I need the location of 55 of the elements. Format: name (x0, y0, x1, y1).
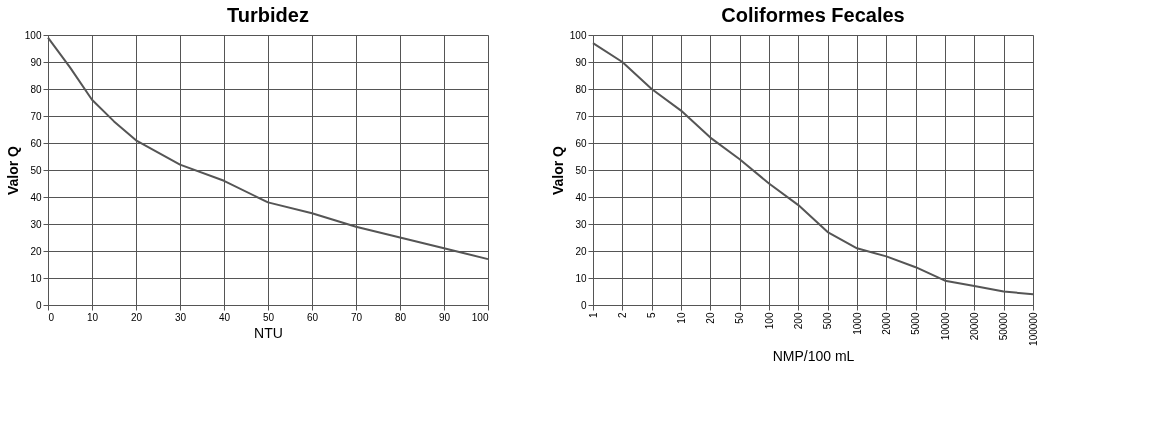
x-tick-label: 1000 (851, 312, 863, 335)
x-tick-label: 20000 (968, 312, 980, 341)
x-tick-label: 40 (218, 311, 231, 323)
x-tick-label: 2000 (880, 312, 892, 335)
y-tick-label: 90 (30, 56, 42, 68)
y-tick-label: 30 (30, 218, 42, 230)
y-axis-title: Valor Q (549, 145, 566, 196)
x-tick-label: 70 (350, 311, 363, 323)
y-tick-label: 20 (30, 245, 42, 257)
x-tick-label: 1 (587, 312, 599, 319)
x-tick-label: 90 (438, 311, 451, 323)
x-tick-label: 200 (792, 312, 804, 330)
y-tick-label: 70 (575, 110, 587, 122)
x-axis-title: NTU (254, 324, 283, 341)
x-tick-label: 100000 (1027, 312, 1039, 346)
y-tick-label: 30 (575, 218, 587, 230)
chart-title: Turbidez (227, 4, 309, 26)
x-tick-label: 10 (86, 311, 99, 323)
x-tick-label: 30 (174, 311, 187, 323)
x-tick-label: 60 (306, 311, 319, 323)
x-tick-label: 2 (616, 312, 628, 319)
x-tick-label: 5 (646, 312, 658, 319)
x-tick-label: 20 (704, 312, 716, 324)
x-tick-label: 100 (763, 312, 775, 330)
x-tick-label: 10000 (939, 312, 951, 341)
y-axis-title: Valor Q (4, 145, 21, 196)
chart-title: Coliformes Fecales (721, 4, 905, 26)
y-tick-label: 40 (575, 191, 587, 203)
y-tick-label: 100 (569, 29, 587, 41)
x-tick-label: 5000 (910, 312, 922, 335)
x-tick-label: 10 (675, 312, 687, 324)
x-axis-title: NMP/100 mL (772, 347, 855, 364)
y-tick-label: 70 (30, 110, 42, 122)
y-tick-label: 40 (30, 191, 42, 203)
y-tick-label: 0 (580, 299, 587, 311)
y-tick-label: 0 (35, 299, 42, 311)
y-tick-label: 90 (575, 56, 587, 68)
y-tick-label: 60 (575, 137, 587, 149)
x-tick-label: 50 (262, 311, 275, 323)
x-tick-label: 0 (48, 311, 55, 323)
y-tick-label: 60 (30, 137, 42, 149)
x-tick-label: 80 (394, 311, 407, 323)
y-tick-label: 10 (575, 272, 587, 284)
x-tick-label: 50000 (998, 312, 1010, 341)
x-tick-label: 20 (130, 311, 143, 323)
y-tick-label: 50 (575, 164, 587, 176)
y-tick-label: 10 (30, 272, 42, 284)
x-tick-label: 500 (822, 312, 834, 330)
x-tick-label: 100 (471, 311, 489, 323)
y-tick-label: 50 (30, 164, 42, 176)
y-tick-label: 80 (575, 83, 587, 95)
y-tick-label: 100 (24, 29, 42, 41)
y-tick-label: 80 (30, 83, 42, 95)
y-tick-label: 20 (575, 245, 587, 257)
x-tick-label: 50 (734, 312, 746, 324)
